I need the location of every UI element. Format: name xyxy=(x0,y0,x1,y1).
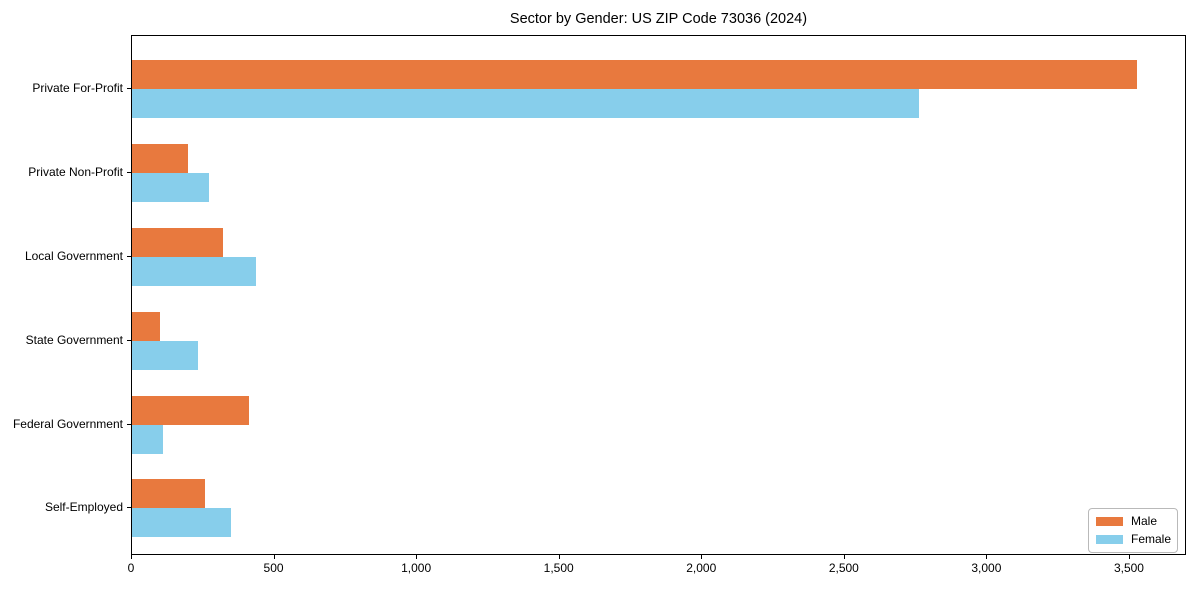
category-label: Private Non-Profit xyxy=(28,165,123,180)
x-tick xyxy=(843,555,845,559)
bar-male-2 xyxy=(132,144,188,174)
category-label: Private For-Profit xyxy=(32,81,123,96)
x-tick-label: 0 xyxy=(127,561,135,575)
y-tick xyxy=(127,172,131,174)
y-tick xyxy=(127,255,131,257)
x-tick xyxy=(1128,555,1130,559)
bar-female-1 xyxy=(132,89,920,119)
bar-male-1 xyxy=(132,60,1138,90)
x-tick xyxy=(558,555,560,559)
x-tick xyxy=(986,555,988,559)
x-tick-label: 3,500 xyxy=(1113,561,1144,575)
x-tick xyxy=(701,555,703,559)
bar-male-5 xyxy=(132,395,250,425)
x-tick-label: 3,000 xyxy=(971,561,1002,575)
category-label: State Government xyxy=(25,332,123,347)
x-tick-label: 1,000 xyxy=(401,561,432,575)
bar-male-6 xyxy=(132,479,206,509)
bar-female-4 xyxy=(132,340,198,370)
category-label: Federal Government xyxy=(12,416,123,431)
legend: Male Female xyxy=(1088,508,1178,553)
x-tick xyxy=(416,555,418,559)
x-tick-label: 1,500 xyxy=(543,561,574,575)
legend-item-female: Female xyxy=(1096,532,1172,546)
category-label: Self-Employed xyxy=(44,500,123,515)
bar-female-3 xyxy=(132,256,256,286)
plot-area xyxy=(131,35,1186,555)
legend-item-male: Male xyxy=(1096,515,1170,528)
male-swatch-icon xyxy=(1096,517,1123,526)
x-tick-label: 500 xyxy=(263,561,284,575)
x-tick xyxy=(131,555,132,559)
legend-label-male: Male xyxy=(1131,514,1158,528)
x-tick-label: 2,500 xyxy=(828,561,859,575)
bar-male-4 xyxy=(132,311,160,341)
female-swatch-icon xyxy=(1096,535,1123,544)
bar-female-2 xyxy=(132,173,209,203)
chart-title: Sector by Gender: US ZIP Code 73036 (202… xyxy=(509,11,808,27)
x-tick-label: 2,000 xyxy=(686,561,717,575)
y-tick xyxy=(127,507,131,509)
y-tick xyxy=(127,423,131,425)
category-label: Local Government xyxy=(24,248,123,263)
bar-male-3 xyxy=(132,227,223,257)
y-tick xyxy=(127,339,131,341)
bar-female-5 xyxy=(132,424,164,454)
legend-label-female: Female xyxy=(1131,532,1172,546)
y-tick xyxy=(127,88,131,90)
x-tick xyxy=(273,555,275,559)
bar-female-6 xyxy=(132,508,231,538)
